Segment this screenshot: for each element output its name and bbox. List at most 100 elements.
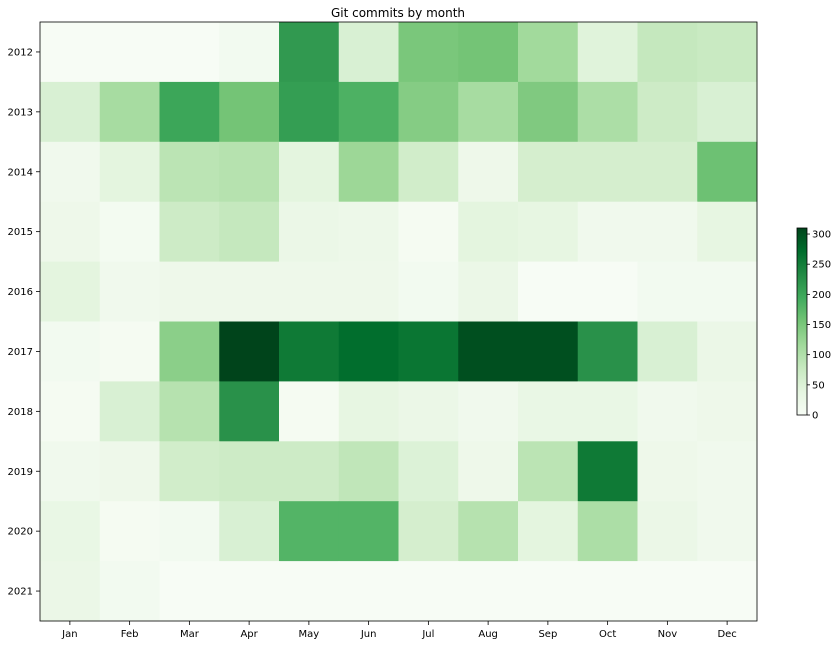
heatmap-cell	[99, 201, 160, 263]
x-tick-label: May	[299, 629, 320, 640]
y-tick-label: 2012	[8, 47, 33, 58]
heatmap-cell	[219, 261, 280, 322]
heatmap-cell	[99, 81, 160, 143]
heatmap-cell	[40, 441, 101, 502]
heatmap-cell	[518, 381, 579, 442]
heatmap-cell	[159, 141, 220, 203]
heatmap-cell	[159, 201, 220, 263]
heatmap-cell	[697, 381, 758, 442]
heatmap-cell	[398, 441, 459, 502]
heatmap-cell	[338, 561, 399, 622]
heatmap-cell	[219, 321, 280, 382]
x-tick-label: Sep	[538, 629, 557, 640]
heatmap-cell	[279, 441, 340, 502]
heatmap-cell	[637, 261, 698, 322]
colorbar-tick-label: 100	[812, 350, 831, 361]
heatmap-cell	[219, 561, 280, 622]
x-tick-label: Feb	[121, 629, 139, 640]
heatmap-cell	[219, 501, 280, 562]
heatmap-cell	[577, 201, 638, 263]
heatmap-cell	[577, 561, 638, 622]
y-tick-label: 2013	[8, 107, 33, 118]
heatmap-cell	[279, 22, 340, 83]
x-tick-label: Jun	[360, 629, 377, 640]
heatmap-cell	[697, 22, 758, 83]
heatmap-cell	[99, 321, 160, 382]
plot-frame	[39, 21, 758, 622]
x-tick-label: Jul	[421, 629, 434, 640]
heatmap-cell	[458, 501, 519, 562]
heatmap-cell	[577, 381, 638, 442]
heatmap-cell	[518, 501, 579, 562]
heatmap-cell	[279, 321, 340, 382]
x-tick-label: Aug	[478, 629, 498, 640]
heatmap-cell	[279, 261, 340, 322]
heatmap-cell	[338, 381, 399, 442]
heatmap-cell	[398, 561, 459, 622]
heatmap-cell	[577, 141, 638, 203]
heatmap-cell	[518, 141, 579, 203]
heatmap-cell	[40, 501, 101, 562]
colorbar-tick-label: 300	[812, 230, 831, 241]
x-tick-label: Oct	[599, 629, 616, 640]
y-tick-label: 2016	[8, 287, 33, 298]
heatmap-cell	[518, 22, 579, 83]
x-tick-label: Nov	[658, 629, 678, 640]
x-axis: Jan Feb Mar Apr May Jun Jul Aug Sep Oct Nov Dec	[61, 621, 737, 640]
heatmap-cell	[398, 141, 459, 203]
heatmap-cell	[159, 501, 220, 562]
heatmap-cell	[159, 22, 220, 83]
heatmap-cell	[159, 441, 220, 502]
heatmap-cell	[219, 201, 280, 263]
heatmap-cell	[637, 561, 698, 622]
colorbar-gradient	[796, 227, 808, 416]
heatmap-cell	[577, 81, 638, 143]
x-tick-label: Dec	[717, 629, 736, 640]
heatmap-cell	[398, 201, 459, 263]
heatmap-cell	[398, 22, 459, 83]
heatmap-cell	[637, 22, 698, 83]
heatmap-cell	[219, 81, 280, 143]
heatmap-cell	[697, 441, 758, 502]
y-tick-label: 2019	[8, 467, 33, 478]
heatmap-cell	[279, 381, 340, 442]
heatmap-cell	[99, 22, 160, 83]
colorbar-tick-label: 250	[812, 260, 831, 271]
heatmap-cell	[398, 261, 459, 322]
heatmap-cell	[697, 261, 758, 322]
heatmap-cell	[338, 261, 399, 322]
heatmap-cell	[518, 441, 579, 502]
heatmap-cell	[338, 22, 399, 83]
heatmap-cell	[99, 561, 160, 622]
heatmap-cell	[458, 22, 519, 83]
heatmap-cell	[697, 501, 758, 562]
heatmap-cell	[40, 22, 101, 83]
heatmap-cell	[40, 561, 101, 622]
heatmap-cell	[637, 501, 698, 562]
x-tick-label: Jan	[61, 629, 77, 640]
heatmap-cell	[159, 561, 220, 622]
heatmap-cell	[458, 81, 519, 143]
heatmap-cell	[338, 441, 399, 502]
heatmap-cell	[577, 261, 638, 322]
heatmap-cell	[697, 561, 758, 622]
heatmap-cell	[577, 441, 638, 502]
heatmap-cell	[279, 81, 340, 143]
heatmap-cell	[338, 201, 399, 263]
heatmap-cell	[40, 261, 101, 322]
heatmap-cell	[338, 141, 399, 203]
heatmap-cell	[637, 141, 698, 203]
heatmap-cell	[398, 381, 459, 442]
heatmap-cell	[219, 141, 280, 203]
heatmap-cell	[338, 81, 399, 143]
heatmap-cell	[518, 561, 579, 622]
x-tick-label: Apr	[240, 629, 258, 640]
heatmap-cell	[697, 81, 758, 143]
heatmap-cell	[458, 201, 519, 263]
heatmap-cell	[697, 141, 758, 203]
heatmap-cell	[637, 441, 698, 502]
heatmap-cell	[279, 141, 340, 203]
heatmap-cell	[637, 81, 698, 143]
heatmap-cell	[637, 321, 698, 382]
